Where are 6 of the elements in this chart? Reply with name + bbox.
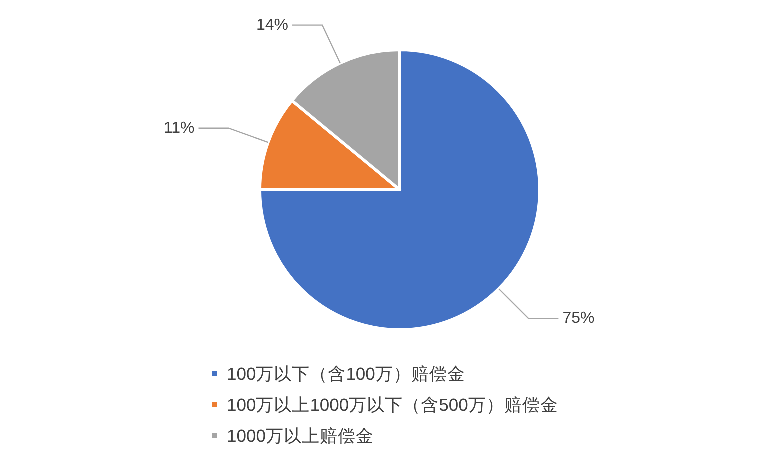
- data-label: 75%: [562, 310, 595, 328]
- data-label: 11%: [164, 120, 195, 137]
- data-label: 14%: [256, 16, 288, 34]
- legend-text: 100万以上1000万以下（含500万）赔偿金: [227, 395, 558, 415]
- legend-text: 1000万以上赔偿金: [227, 426, 374, 446]
- legend-text: 100万以下（含100万）赔偿金: [227, 364, 466, 384]
